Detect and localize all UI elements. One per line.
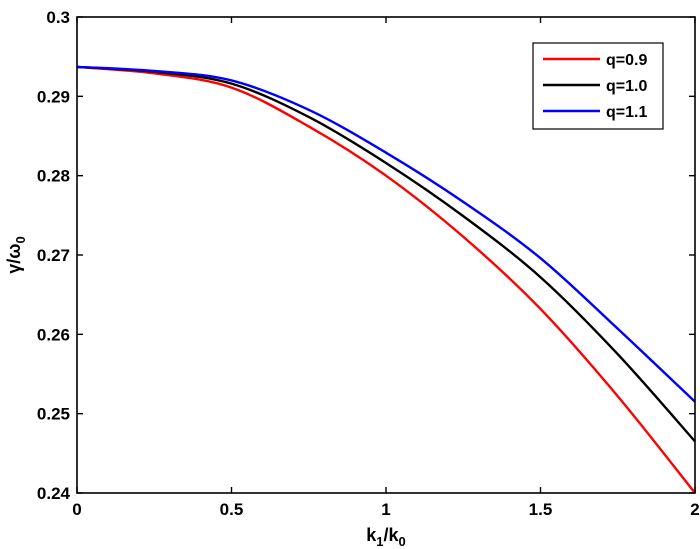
y-tick-label: 0.26 <box>37 325 70 344</box>
y-tick-label: 0.25 <box>37 405 70 424</box>
series-line-q-1-1 <box>76 65 696 403</box>
series-layer <box>76 65 696 494</box>
x-axis-label: k1/k0 <box>366 525 406 549</box>
y-axis-label: γ/ω0 <box>4 236 28 273</box>
legend: q=0.9 q=1.0 q=1.1 <box>532 42 664 130</box>
x-tick-label: 0.5 <box>220 500 244 519</box>
y-tick-label: 0.28 <box>37 167 70 186</box>
y-tick-labels: 0.24 0.25 0.26 0.27 0.28 0.29 0.3 <box>37 8 71 503</box>
y-tick-label: 0.27 <box>37 246 70 265</box>
x-tick-label: 1 <box>381 500 390 519</box>
x-tick-label: 2 <box>690 500 699 519</box>
y-tick-label: 0.24 <box>37 484 71 503</box>
x-tick-label: 0 <box>72 500 81 519</box>
legend-label: q=1.1 <box>606 104 647 121</box>
legend-item: q=0.9 <box>543 52 647 69</box>
x-tick-label: 1.5 <box>529 500 553 519</box>
x-tick-labels: 0 0.5 1 1.5 2 <box>72 500 699 519</box>
ticks-layer <box>76 16 696 494</box>
legend-item: q=1.1 <box>543 104 647 121</box>
y-tick-label: 0.29 <box>37 87 70 106</box>
legend-label: q=0.9 <box>606 52 647 69</box>
y-tick-label: 0.3 <box>46 8 70 27</box>
series-line-q-1-0 <box>76 65 696 443</box>
legend-label: q=1.0 <box>606 78 647 95</box>
legend-item: q=1.0 <box>543 78 647 95</box>
series-line-q-0-9 <box>76 65 696 494</box>
